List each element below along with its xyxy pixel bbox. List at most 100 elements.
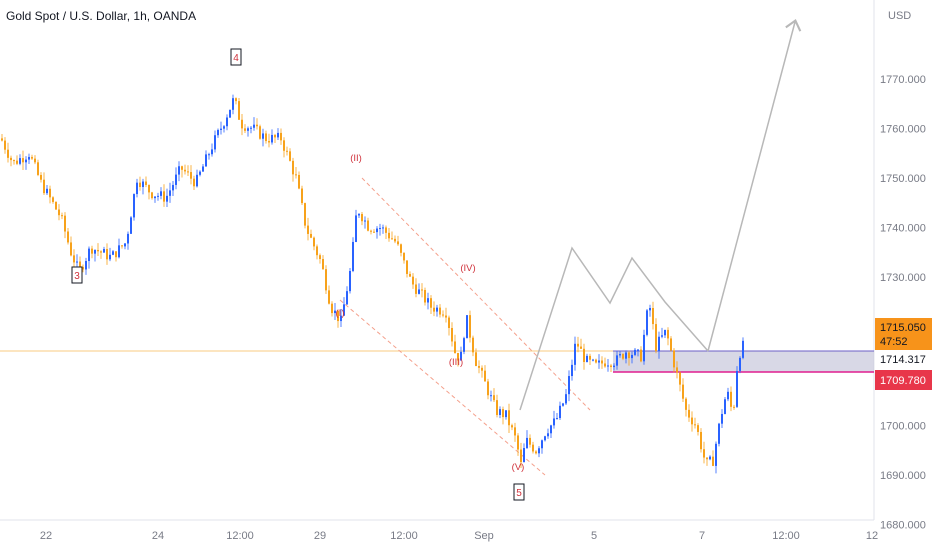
candle-up xyxy=(223,126,225,129)
candle-up xyxy=(172,184,174,191)
candle-down xyxy=(655,324,657,352)
candle-down xyxy=(385,227,387,233)
candle-down xyxy=(79,261,81,268)
candle-down xyxy=(16,160,18,164)
candle-up xyxy=(88,248,90,261)
candle-up xyxy=(232,98,234,110)
candle-down xyxy=(409,273,411,277)
candle-down xyxy=(730,391,732,407)
candle-up xyxy=(538,448,540,454)
candle-up xyxy=(616,355,618,366)
candle-down xyxy=(535,451,537,454)
candle-up xyxy=(466,315,468,339)
candle-down xyxy=(682,384,684,399)
candle-up xyxy=(574,343,576,365)
candle-up xyxy=(643,334,645,362)
candle-down xyxy=(274,134,276,138)
candle-down xyxy=(181,166,183,170)
candle-up xyxy=(19,158,21,164)
candle-down xyxy=(268,141,270,143)
candle-up xyxy=(526,437,528,449)
candle-up xyxy=(28,156,30,160)
symbol-title: Gold Spot / U.S. Dollar, 1h, OANDA xyxy=(6,9,197,23)
candle-up xyxy=(382,227,384,229)
wave-label-V: (V) xyxy=(512,462,525,473)
candle-down xyxy=(292,160,294,175)
price-axis-layer: USD 1770.000 1760.000 1750.000 1740.000 1730.… xyxy=(880,10,926,532)
candle-down xyxy=(280,132,282,141)
candle-down xyxy=(361,214,363,222)
candle-up xyxy=(613,365,615,368)
candle-down xyxy=(106,249,108,260)
candle-up xyxy=(271,134,273,143)
candle-down xyxy=(43,179,45,194)
candle-down xyxy=(307,225,309,234)
candle-down xyxy=(13,160,15,162)
candle-up xyxy=(553,418,555,426)
candles-layer xyxy=(1,94,744,474)
candle-up xyxy=(229,109,231,118)
candle-down xyxy=(493,395,495,401)
candle-up xyxy=(211,149,213,155)
current-price-tag xyxy=(875,318,932,350)
candle-down xyxy=(91,248,93,254)
candle-down xyxy=(433,307,435,312)
projection-layer xyxy=(519,18,802,411)
wave-box xyxy=(513,483,525,501)
candle-down xyxy=(163,191,165,202)
candle-up xyxy=(133,194,135,218)
candle-up xyxy=(160,191,162,196)
candle-down xyxy=(184,169,186,172)
time-axis-tick: Sep xyxy=(474,530,494,542)
candle-down xyxy=(502,409,504,418)
candle-down xyxy=(37,162,39,175)
price-axis-tick: 1740.000 xyxy=(880,223,926,235)
candle-up xyxy=(253,124,255,128)
candle-down xyxy=(70,242,72,256)
countdown-timer: 47:52 xyxy=(880,336,908,348)
candle-down xyxy=(298,174,300,189)
candle-up xyxy=(739,357,741,371)
candle-down xyxy=(679,372,681,385)
candle-up xyxy=(586,355,588,362)
candle-up xyxy=(349,270,351,292)
candle-up xyxy=(709,456,711,460)
time-axis-tick: 24 xyxy=(152,530,164,542)
candle-down xyxy=(145,181,147,185)
candle-up xyxy=(178,166,180,175)
candle-down xyxy=(49,188,51,198)
channel-layer xyxy=(339,177,591,476)
candle-down xyxy=(577,343,579,347)
candle-up xyxy=(250,127,252,129)
price-tags-layer: 1715.050 47:52 1714.317 1709.780 xyxy=(875,318,932,390)
candle-down xyxy=(319,255,321,260)
candle-up xyxy=(649,307,651,311)
candle-up xyxy=(721,413,723,424)
candle-down xyxy=(424,290,426,303)
candle-down xyxy=(688,409,690,418)
candle-down xyxy=(193,178,195,187)
candle-down xyxy=(286,150,288,152)
candle-up xyxy=(247,128,249,131)
candle-down xyxy=(700,431,702,450)
candle-down xyxy=(1,138,3,141)
candle-up xyxy=(85,260,87,270)
candle-down xyxy=(412,276,414,285)
candle-up xyxy=(625,352,627,359)
candle-down xyxy=(97,249,99,252)
candle-down xyxy=(100,251,102,253)
wave-label-5: 5 xyxy=(516,488,522,499)
candle-down xyxy=(475,352,477,366)
candle-up xyxy=(142,181,144,188)
candle-up xyxy=(556,418,558,420)
candle-up xyxy=(214,135,216,150)
candle-up xyxy=(364,220,366,222)
channel-lower-line xyxy=(339,299,546,476)
candle-up xyxy=(103,249,105,253)
candle-down xyxy=(667,329,669,339)
candle-up xyxy=(742,340,744,358)
candle-down xyxy=(487,381,489,396)
price-axis-tick: 1700.000 xyxy=(880,421,926,433)
